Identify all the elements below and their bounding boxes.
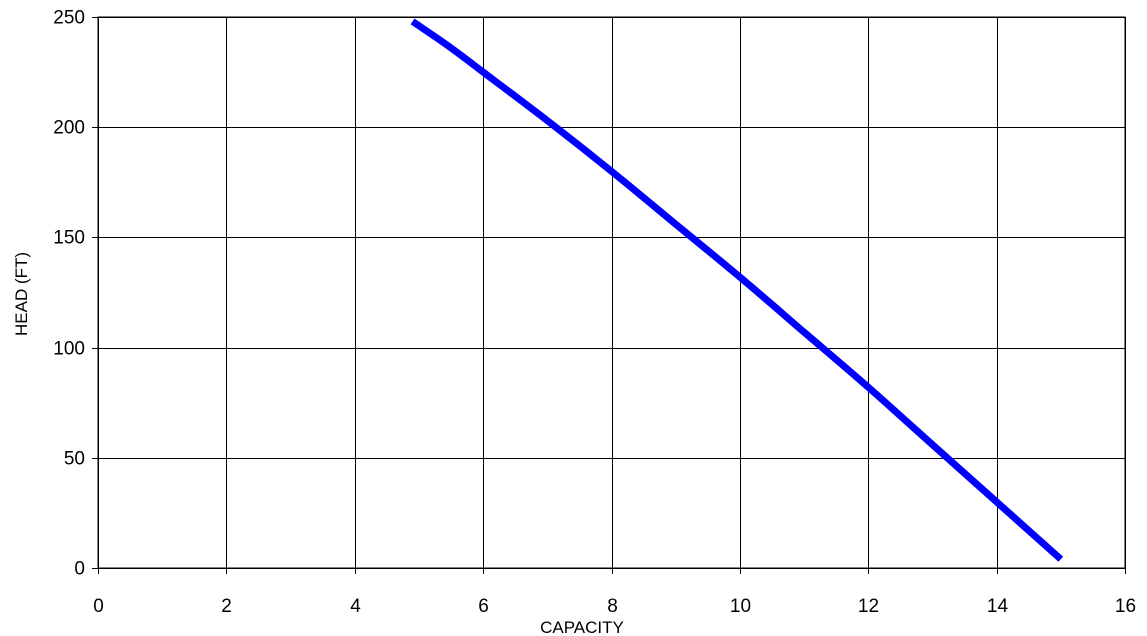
x-tick-label: 10 (730, 596, 751, 617)
y-tick-label: 200 (53, 118, 85, 139)
y-tick-label: 50 (64, 449, 85, 470)
x-tick-label: 6 (478, 596, 489, 617)
y-tick-label: 150 (53, 228, 85, 249)
x-tick-label: 14 (987, 596, 1009, 617)
x-axis: 0 2 4 6 8 10 12 14 16 (93, 568, 1136, 617)
grid (97, 16, 1126, 569)
y-tick-label: 0 (74, 559, 85, 580)
x-tick-label: 2 (221, 596, 232, 617)
y-axis-title: HEAD (FT) (12, 252, 31, 336)
x-axis-title: CAPACITY (540, 618, 624, 636)
x-tick-label: 0 (93, 596, 104, 617)
x-tick-label: 12 (858, 596, 879, 617)
x-tick-label: 4 (350, 596, 361, 617)
series-line-0 (410, 18, 1064, 562)
series-layer (410, 18, 1064, 562)
plot-frame (97, 16, 1126, 569)
y-tick-label: 250 (53, 8, 85, 29)
y-axis: 0 50 100 150 200 250 (53, 8, 98, 580)
x-tick-label: 8 (607, 596, 618, 617)
y-tick-label: 100 (53, 339, 85, 360)
x-tick-label: 16 (1115, 596, 1136, 617)
